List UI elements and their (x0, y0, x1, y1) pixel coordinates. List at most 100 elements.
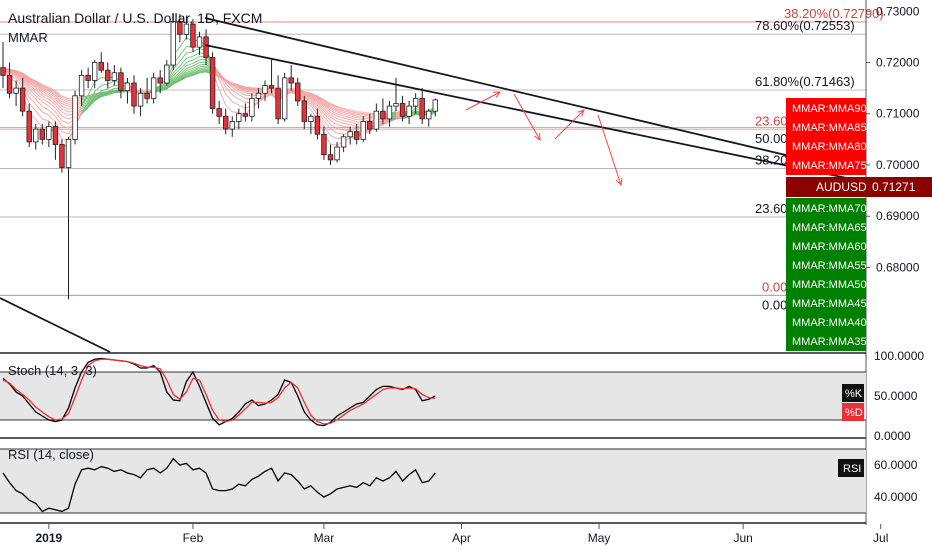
time-label: 2019 (35, 531, 62, 545)
candle-body (59, 144, 65, 168)
candle-body (222, 115, 229, 130)
candle-body (0, 67, 6, 76)
candle-body (190, 23, 196, 48)
candle-body (340, 136, 347, 148)
candle-body (209, 56, 216, 110)
price-tick-label: 0.69000 (876, 209, 920, 223)
mma-ribbon (2, 37, 436, 148)
candle-body (373, 110, 380, 130)
ma-label-box-green (786, 236, 866, 256)
trendline-lower (204, 44, 867, 183)
trendlines (0, 17, 867, 353)
candle-body (164, 64, 170, 84)
candle-body (46, 126, 52, 140)
projection-arrow-head (492, 91, 502, 98)
candle-body (183, 23, 190, 35)
candle-body (33, 128, 39, 143)
candle-body (131, 82, 137, 107)
candle-body (170, 21, 176, 66)
ma-label-box-green (786, 312, 866, 332)
candle-body (216, 108, 222, 117)
projection-arrow-segment (465, 91, 501, 111)
projection-arrow-head (533, 132, 541, 142)
price-label-box (786, 177, 866, 197)
ribbon-line-bull (81, 71, 436, 114)
ma-label-green: MMAR:MMA55 (792, 260, 867, 272)
candle-body (19, 87, 26, 112)
candle-body (360, 121, 366, 140)
chart-title: Australian Dollar / U.S. Dollar, 1D, FXC… (8, 10, 263, 26)
ma-label-box-green (786, 217, 866, 237)
stoch-k-line (2, 357, 436, 427)
fib-level-label: 61.80%(0.71463) (755, 74, 855, 89)
ma-label-box-green (786, 255, 866, 275)
candle-body (426, 110, 432, 120)
candle-body (150, 77, 157, 99)
candle-body (85, 74, 91, 81)
candle-body (399, 103, 406, 117)
candle-body (242, 113, 249, 117)
stoch-tick-label: 0.0000 (874, 429, 911, 443)
candle-body (124, 82, 131, 92)
ma-label-red: MMAR:MMA85 (792, 122, 867, 134)
candles (0, 13, 438, 300)
candle-body (118, 72, 124, 92)
candle-body (353, 131, 360, 140)
rsi-title: RSI (14, close) (8, 447, 94, 462)
candle-body (52, 126, 59, 145)
projection-arrow-head (615, 177, 623, 187)
candle-body (419, 97, 425, 120)
projection-arrow-segment (554, 109, 585, 140)
candle-body (327, 154, 334, 161)
candle-body (275, 87, 281, 120)
candle-body (314, 115, 321, 135)
time-label: May (588, 531, 611, 545)
projection-arrows (465, 91, 623, 187)
time-label: Jul (873, 531, 888, 545)
ribbon-line-bear (2, 67, 403, 120)
candle-body (72, 95, 78, 140)
candle-body (6, 74, 13, 94)
candle-body (334, 146, 340, 161)
ma-label-green: MMAR:MMA60 (792, 241, 867, 253)
time-label: Feb (183, 531, 204, 545)
rsi-tick-label: 60.0000 (874, 458, 918, 472)
rsi-line (2, 457, 436, 513)
fib-level-label: 38.20%(0.72790) (784, 6, 884, 21)
rsi-pane: 60.0000 40.0000 RSI (0, 448, 918, 514)
stoch-pane: 100.0000 50.0000 0.0000 %K %D (0, 349, 924, 443)
candle-body (321, 133, 327, 156)
candle-body (39, 128, 45, 140)
ma-label-box-red (786, 155, 866, 175)
stoch-tick-label: 100.0000 (874, 349, 924, 363)
candle-body (380, 110, 386, 120)
candle-body (137, 92, 144, 107)
candle-body (386, 105, 393, 120)
stoch-k-label: %K (845, 388, 863, 400)
candle-body (105, 69, 111, 81)
ma-label-green: MMAR:MMA40 (792, 317, 867, 329)
price-tick-label: 0.70000 (876, 158, 920, 172)
ribbon-line-bear (2, 67, 403, 117)
candle-body (288, 77, 294, 84)
ma-label-green: MMAR:MMA45 (792, 298, 867, 310)
ma-label-red: MMAR:MMA75 (792, 160, 867, 172)
trendline-upper (204, 17, 867, 175)
candle-body (295, 82, 301, 102)
candle-body (196, 36, 203, 48)
candle-body (98, 62, 104, 71)
ma-label-box-red (786, 136, 866, 156)
price-axis: 0.73000 0.72000 0.71000 0.70000 0.69000 0.680… (0, 0, 920, 525)
time-axis: 2019 Feb Mar Apr May Jun Jul (35, 524, 888, 545)
stoch-d-box (842, 403, 864, 421)
candle-body (281, 77, 288, 120)
time-label: Apr (452, 531, 471, 545)
rsi-label: RSI (843, 463, 861, 475)
candle-body (268, 85, 275, 89)
ma-label-box-green (786, 274, 866, 294)
price-tick-label: 0.71000 (876, 107, 920, 121)
ma-label-green: MMAR:MMA65 (792, 222, 867, 234)
indicator-label: MMAR (8, 30, 48, 45)
candle-body (203, 36, 209, 58)
